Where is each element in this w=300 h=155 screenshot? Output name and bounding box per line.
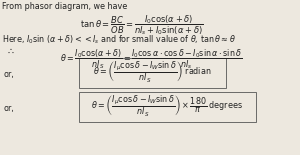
Text: $\theta = \left(\dfrac{I_\mu\cos\delta - I_W\sin\delta}{nI_S}\right)$ radian: $\theta = \left(\dfrac{I_\mu\cos\delta -… [93, 59, 211, 84]
FancyBboxPatch shape [79, 58, 226, 88]
Text: $\theta = \left(\dfrac{I_\mu\cos\delta - I_W\sin\delta}{nI_S}\right)\times\dfrac: $\theta = \left(\dfrac{I_\mu\cos\delta -… [91, 93, 243, 118]
FancyBboxPatch shape [79, 92, 256, 122]
Text: or,: or, [4, 70, 15, 79]
Text: $\therefore$: $\therefore$ [6, 47, 15, 56]
Text: $\tan\theta = \dfrac{BC}{OB} = \dfrac{I_0\cos(\alpha+\delta)}{nI_s + I_0\sin(\al: $\tan\theta = \dfrac{BC}{OB} = \dfrac{I_… [80, 13, 203, 37]
Text: From phasor diagram, we have: From phasor diagram, we have [2, 2, 127, 11]
Text: or,: or, [4, 104, 15, 113]
Text: $\theta = \dfrac{I_0\cos(\alpha+\delta)}{nI_S} = \dfrac{I_0\cos\alpha\cdot\cos\d: $\theta = \dfrac{I_0\cos(\alpha+\delta)}… [60, 47, 242, 71]
Text: Here, $I_0\sin\,(\alpha+\delta) << I_s$ and for small value of $\theta$, $\tan\t: Here, $I_0\sin\,(\alpha+\delta) << I_s$ … [2, 33, 236, 46]
